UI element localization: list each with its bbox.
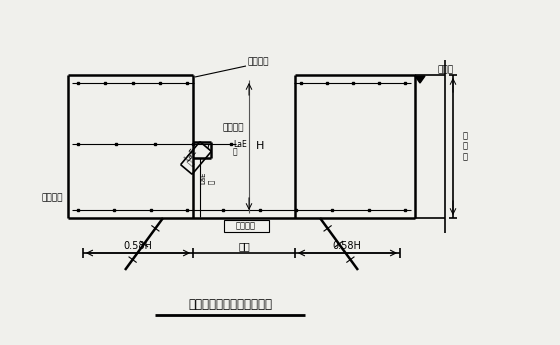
Text: 承台下筋: 承台下筋 [236, 221, 256, 230]
Text: LaE: LaE [233, 139, 247, 148]
Text: 基础顶: 基础顶 [438, 66, 454, 75]
Text: 承台下筋: 承台下筋 [41, 194, 63, 203]
Text: 0.58H: 0.58H [124, 241, 152, 251]
Text: 井宽: 井宽 [238, 241, 250, 251]
Text: 胡: 胡 [186, 158, 196, 168]
Text: 承
台
高: 承 台 高 [463, 131, 468, 161]
Polygon shape [415, 76, 425, 83]
Text: 承台中井坑配筋示意（一）: 承台中井坑配筋示意（一） [188, 298, 272, 312]
Text: 0.58H: 0.58H [333, 241, 361, 251]
Bar [224, 220, 269, 232]
Text: 嗯: 嗯 [208, 180, 214, 184]
Text: 承台上筋: 承台上筋 [248, 58, 269, 67]
Text: 承台上筋: 承台上筋 [223, 124, 245, 132]
Text: H: H [256, 141, 264, 151]
Text: 胡: 胡 [233, 148, 237, 157]
Text: LaE: LaE [183, 147, 199, 163]
Text: LaE: LaE [200, 171, 206, 184]
